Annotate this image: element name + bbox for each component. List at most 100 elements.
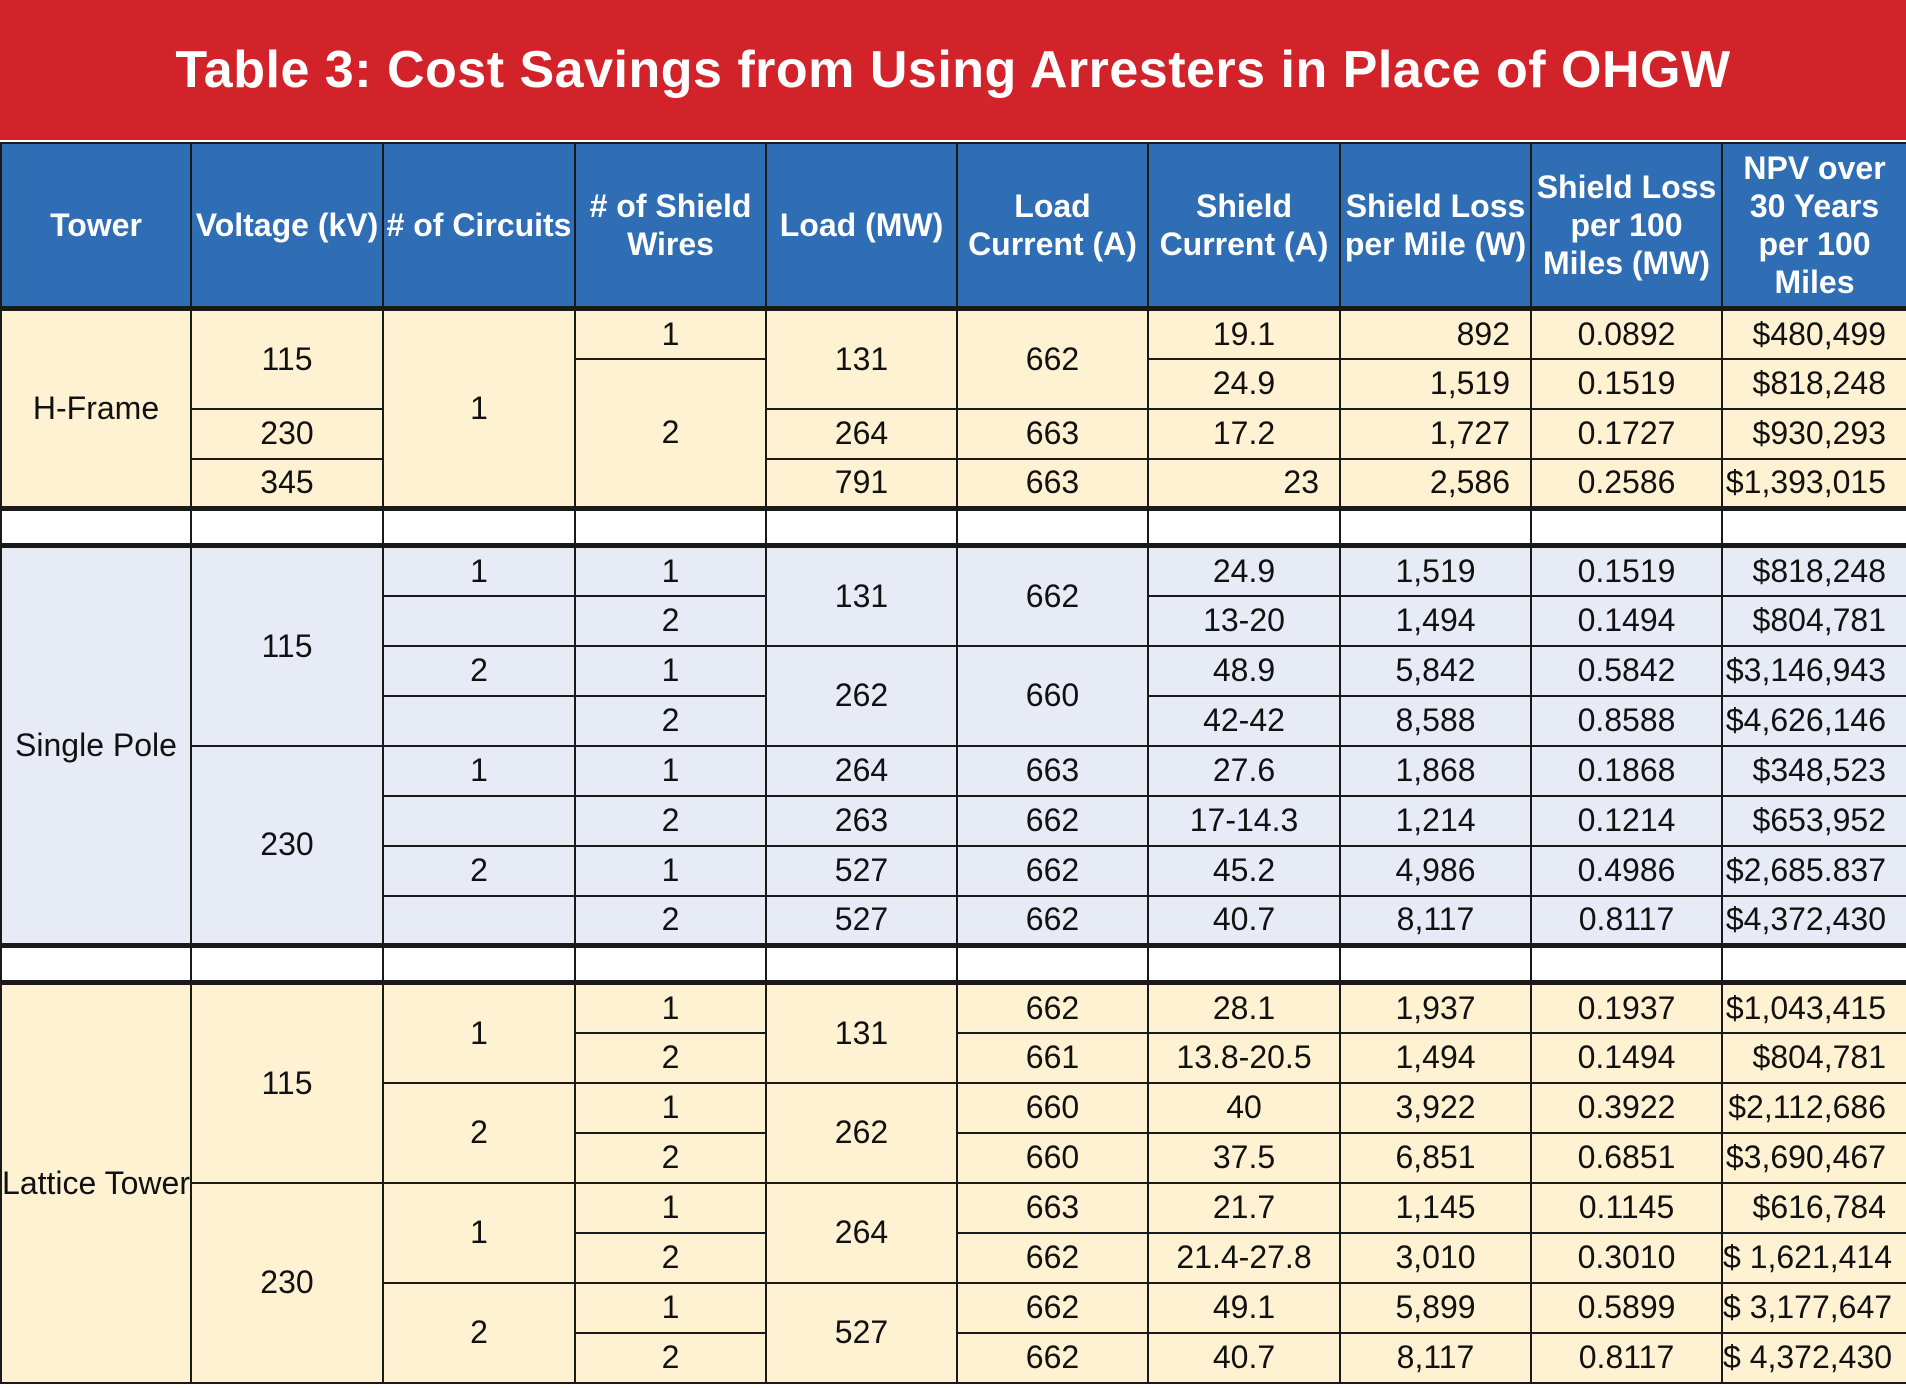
circuits-cell: 1	[382, 1181, 576, 1284]
circuits-cell: 2	[382, 644, 576, 697]
load-current-cell: 662	[956, 894, 1149, 948]
shield-wires-cell: 2	[574, 1131, 767, 1184]
table-row: 2 263 662 17-14.3 1,214 0.1214 $653,952	[1, 794, 1906, 847]
shield-loss-100-cell: 0.1494	[1530, 594, 1723, 647]
shield-current-cell: 48.9	[1147, 644, 1341, 697]
shield-current-cell: 40.7	[1147, 1331, 1341, 1384]
npv-cell: $818,248	[1721, 543, 1906, 597]
shield-current-cell: 13.8-20.5	[1147, 1031, 1341, 1084]
load-cell: 527	[765, 894, 958, 948]
shield-loss-100-cell: 0.1519	[1530, 543, 1723, 597]
circuits-cell: 1	[382, 980, 576, 1084]
shield-loss-100-cell: 0.2586	[1530, 457, 1723, 511]
header-tower: Tower	[0, 142, 192, 310]
shield-loss-mile-cell: 1,519	[1339, 357, 1532, 410]
shield-loss-100-cell: 0.5842	[1530, 644, 1723, 697]
header-shield-wires: # of Shield Wires	[574, 142, 767, 310]
shield-wires-cell: 1	[574, 1281, 767, 1334]
shield-wires-cell: 1	[574, 543, 767, 597]
npv-cell: $ 3,177,647	[1721, 1281, 1906, 1334]
header-shield-loss-mile: Shield Loss per Mile (W)	[1339, 142, 1532, 310]
table-row: 2 1 262 660 48.9 5,842 0.5842 $3,146,943	[1, 644, 1906, 747]
voltage-cell: 230	[190, 744, 384, 948]
voltage-cell: 115	[190, 980, 384, 1184]
table-row: 2 1 527 662 49.1 5,899 0.5899 $ 3,177,64…	[1, 1281, 1906, 1384]
shield-loss-100-cell: 0.8588	[1530, 694, 1723, 747]
table-row: Single Pole 115 1 1 131 662 24.9 1,519 0…	[0, 543, 1906, 948]
shield-current-cell: 27.6	[1147, 744, 1341, 797]
shield-loss-mile-cell: 1,145	[1339, 1181, 1532, 1234]
npv-cell: $616,784	[1721, 1181, 1906, 1234]
shield-loss-mile-cell: 1,727	[1339, 407, 1532, 460]
shield-wires-cell: 1	[574, 306, 767, 360]
shield-wires-cell: 2	[574, 794, 767, 847]
load-current-cell: 660	[956, 1131, 1149, 1184]
load-current-cell: 661	[956, 1031, 1149, 1084]
load-current-cell: 660	[956, 1081, 1149, 1134]
shield-loss-100-cell: 0.5899	[1530, 1281, 1723, 1334]
shield-current-cell: 24.9	[1147, 357, 1341, 410]
shield-wires-cell: 1	[574, 1081, 767, 1134]
shield-loss-mile-cell: 5,899	[1339, 1281, 1532, 1334]
shield-current-cell: 23	[1147, 457, 1341, 511]
shield-loss-100-cell: 0.1519	[1530, 357, 1723, 410]
table-row: 230 1 1 264 663 27.6 1,868 0.1868 $348,5…	[1, 744, 1906, 948]
shield-loss-100-cell: 0.6851	[1530, 1131, 1723, 1184]
shield-loss-mile-cell: 1,937	[1339, 980, 1532, 1034]
shield-loss-mile-cell: 8,117	[1339, 1331, 1532, 1384]
table-row: H-Frame 115 1 1 131 662 19.1 892 0.0892 …	[0, 306, 1906, 511]
shield-loss-100-cell: 0.8117	[1530, 894, 1723, 948]
shield-loss-mile-cell: 4,986	[1339, 844, 1532, 897]
npv-cell: $4,626,146	[1721, 694, 1906, 747]
table-row: 2 527 662 40.7 8,117 0.8117 $4,372,430	[1, 894, 1906, 948]
load-current-cell: 663	[956, 407, 1149, 460]
shield-current-cell: 17-14.3	[1147, 794, 1341, 847]
shield-loss-100-cell: 0.1868	[1530, 744, 1723, 797]
table-row: 2 662 40.7 8,117 0.8117 $ 4,372,430	[1, 1331, 1906, 1384]
load-cell: 263	[765, 794, 958, 847]
load-cell: 791	[765, 457, 958, 511]
npv-cell: $348,523	[1721, 744, 1906, 797]
shield-loss-100-cell: 0.1937	[1530, 980, 1723, 1034]
header-voltage: Voltage (kV)	[190, 142, 384, 310]
npv-cell: $653,952	[1721, 794, 1906, 847]
load-cell: 131	[765, 980, 958, 1084]
npv-cell: $2,685.837	[1721, 844, 1906, 897]
load-current-cell: 662	[956, 306, 1149, 410]
shield-current-cell: 13-20	[1147, 594, 1341, 647]
table-row: 2 661 13.8-20.5 1,494 0.1494 $804,781	[1, 1031, 1906, 1084]
table-row: 2 1 262 660 40 3,922 0.3922 $2,112,686	[1, 1081, 1906, 1184]
load-current-cell: 662	[956, 1231, 1149, 1284]
load-current-cell: 662	[956, 844, 1149, 897]
load-cell: 262	[765, 1081, 958, 1184]
circuits-cell	[382, 694, 576, 747]
npv-cell: $804,781	[1721, 1031, 1906, 1084]
table-row: 345 791 663 23 2,586 0.2586 $1,393,015	[1, 457, 1906, 511]
voltage-cell: 115	[190, 306, 384, 410]
shield-current-cell: 37.5	[1147, 1131, 1341, 1184]
shield-wires-cell: 1	[574, 644, 767, 697]
shield-wires-cell: 2	[574, 1331, 767, 1384]
circuits-cell: 2	[382, 844, 576, 897]
header-circuits: # of Circuits	[382, 142, 576, 310]
shield-loss-100-cell: 0.4986	[1530, 844, 1723, 897]
npv-cell: $1,043,415	[1721, 980, 1906, 1034]
shield-loss-mile-cell: 5,842	[1339, 644, 1532, 697]
shield-wires-cell: 1	[574, 980, 767, 1034]
header-npv: NPV over 30 Years per 100 Miles	[1721, 142, 1906, 310]
shield-current-cell: 45.2	[1147, 844, 1341, 897]
table-row: 2 13-20 1,494 0.1494 $804,781	[1, 594, 1906, 647]
tower-cell: Single Pole	[0, 543, 192, 948]
npv-cell: $ 4,372,430	[1721, 1331, 1906, 1384]
shield-current-cell: 17.2	[1147, 407, 1341, 460]
shield-loss-100-cell: 0.8117	[1530, 1331, 1723, 1384]
shield-wires-cell: 1	[574, 844, 767, 897]
load-cell: 131	[765, 543, 958, 647]
shield-loss-mile-cell: 3,010	[1339, 1231, 1532, 1284]
load-current-cell: 662	[956, 1331, 1149, 1384]
shield-wires-cell: 2	[574, 694, 767, 747]
circuits-cell: 2	[382, 1281, 576, 1384]
shield-loss-mile-cell: 8,117	[1339, 894, 1532, 948]
shield-wires-cell: 2	[574, 894, 767, 948]
shield-loss-mile-cell: 1,868	[1339, 744, 1532, 797]
